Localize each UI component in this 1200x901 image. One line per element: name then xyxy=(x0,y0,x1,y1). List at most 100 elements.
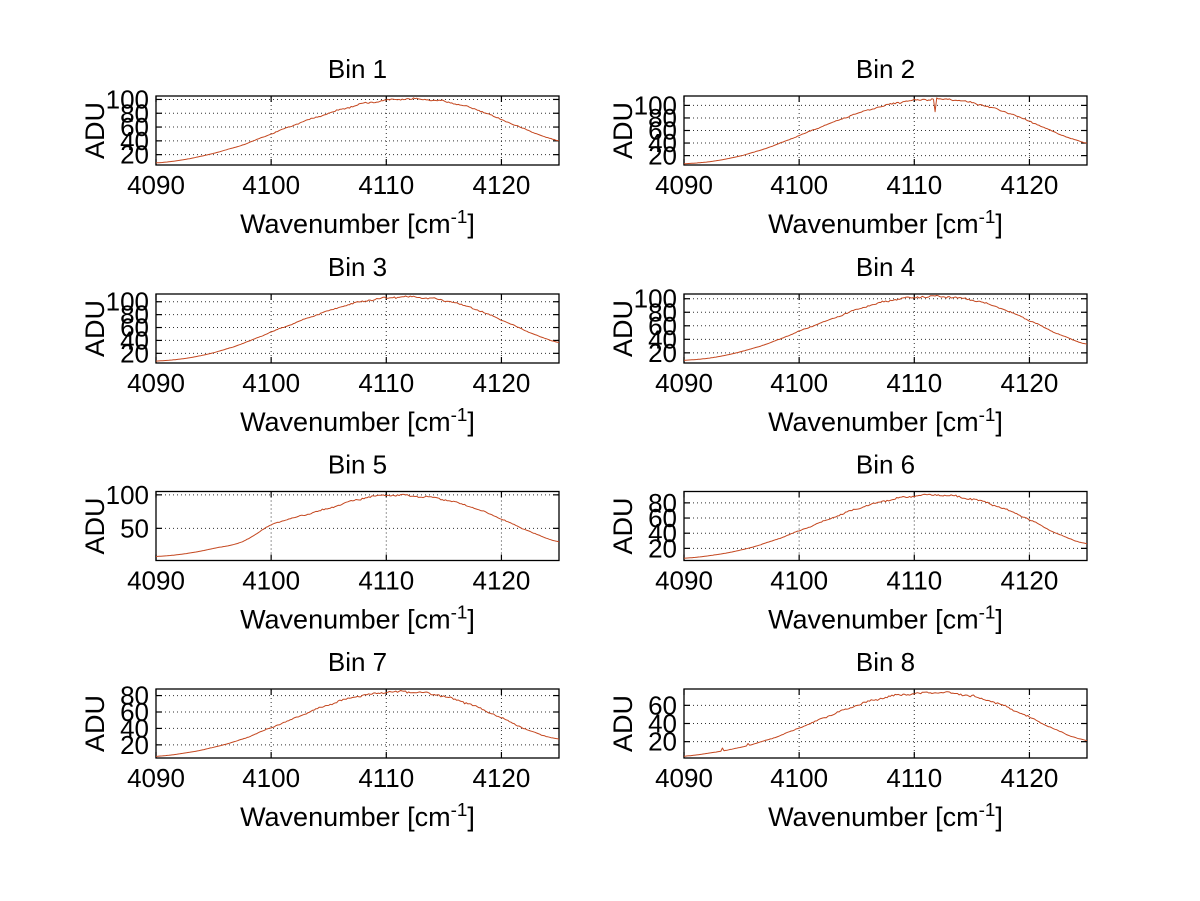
y-tick-label: 60 xyxy=(648,116,677,146)
x-tick-label: 4110 xyxy=(886,368,942,398)
x-axis-label: Wavenumber [cm-1] xyxy=(240,602,475,635)
plot-box xyxy=(683,490,1088,562)
y-tick-label: 40 xyxy=(120,126,149,156)
x-tick-label: 4110 xyxy=(358,763,414,793)
plot-box xyxy=(683,95,1088,166)
y-tick-label: 40 xyxy=(648,128,677,158)
subplot-title: Bin 4 xyxy=(856,252,915,282)
x-axis-label-main: Wavenumber [cm xyxy=(768,802,979,832)
x-axis-label-main: Wavenumber [cm xyxy=(768,209,979,239)
y-tick-label: 100 xyxy=(106,84,149,114)
spectrum-line xyxy=(683,493,1088,559)
y-tick-label: 40 xyxy=(648,324,677,354)
x-axis-label-sup: -1 xyxy=(979,602,996,623)
subplot-title: Bin 8 xyxy=(856,647,915,677)
subplot-title: Bin 7 xyxy=(328,647,387,677)
x-axis-label: Wavenumber [cm-1] xyxy=(768,405,1003,438)
y-axis-label: ADU xyxy=(608,497,638,554)
x-tick-label: 4110 xyxy=(358,368,414,398)
x-tick-label: 4090 xyxy=(655,170,713,200)
x-tick-label: 4120 xyxy=(1001,368,1059,398)
spectrum-line xyxy=(683,691,1088,757)
subplot-title: Bin 1 xyxy=(328,54,387,84)
spectrum-line xyxy=(683,294,1088,361)
y-tick-label: 60 xyxy=(120,313,149,343)
x-axis-label-sup: -1 xyxy=(451,207,468,228)
x-tick-label: 4090 xyxy=(655,763,713,793)
x-tick-label: 4110 xyxy=(358,170,414,200)
x-axis-label-end: ] xyxy=(995,209,1003,239)
y-tick-label: 60 xyxy=(648,503,677,533)
y-axis-label: ADU xyxy=(80,695,110,752)
spectrum-line xyxy=(155,493,560,557)
y-tick-label: 100 xyxy=(634,284,677,314)
x-axis-label: Wavenumber [cm-1] xyxy=(240,405,475,438)
plot-box xyxy=(683,688,1088,759)
x-tick-label: 4090 xyxy=(655,368,713,398)
x-tick-label: 4100 xyxy=(770,368,828,398)
y-tick-label: 60 xyxy=(648,311,677,341)
y-tick-label: 20 xyxy=(648,727,677,757)
x-tick-label: 4120 xyxy=(1001,170,1059,200)
x-axis-label-end: ] xyxy=(467,407,475,437)
y-tick-label: 80 xyxy=(648,488,677,518)
y-axis-label: ADU xyxy=(608,300,638,357)
y-tick-label: 80 xyxy=(648,297,677,327)
x-axis-label-main: Wavenumber [cm xyxy=(768,407,979,437)
y-tick-label: 50 xyxy=(120,513,149,543)
plot-box xyxy=(683,293,1088,364)
x-tick-label: 4100 xyxy=(242,368,300,398)
subplot-title: Bin 2 xyxy=(856,54,915,84)
plot-box xyxy=(155,293,560,364)
y-tick-label: 40 xyxy=(120,713,149,743)
y-tick-label: 40 xyxy=(648,518,677,548)
x-axis-label-main: Wavenumber [cm xyxy=(240,605,451,635)
y-tick-label: 20 xyxy=(120,730,149,760)
x-tick-label: 4100 xyxy=(770,763,828,793)
y-tick-label: 80 xyxy=(120,300,149,330)
x-tick-label: 4090 xyxy=(127,566,185,596)
spectrum-line xyxy=(155,690,560,757)
subplot-title: Bin 6 xyxy=(856,450,915,480)
y-tick-label: 100 xyxy=(634,90,677,120)
y-tick-label: 60 xyxy=(120,112,149,142)
plot-box xyxy=(155,688,560,759)
x-axis-label-main: Wavenumber [cm xyxy=(240,209,451,239)
subplot-title: Bin 3 xyxy=(328,252,387,282)
x-axis-label-end: ] xyxy=(995,802,1003,832)
x-axis-label-main: Wavenumber [cm xyxy=(240,802,451,832)
x-tick-label: 4120 xyxy=(473,170,531,200)
x-axis-label-main: Wavenumber [cm xyxy=(240,407,451,437)
x-axis-label-end: ] xyxy=(467,802,475,832)
x-axis-label-sup: -1 xyxy=(451,602,468,623)
plot-box xyxy=(155,95,560,166)
x-axis-label-end: ] xyxy=(467,605,475,635)
y-axis-label: ADU xyxy=(80,300,110,357)
x-axis-label: Wavenumber [cm-1] xyxy=(240,207,475,240)
x-axis-label: Wavenumber [cm-1] xyxy=(768,800,1003,833)
x-tick-label: 4100 xyxy=(770,170,828,200)
x-axis-label-sup: -1 xyxy=(451,405,468,426)
x-axis-label: Wavenumber [cm-1] xyxy=(240,800,475,833)
x-tick-label: 4100 xyxy=(242,566,300,596)
plot-box xyxy=(155,490,560,562)
subplot-title: Bin 5 xyxy=(328,450,387,480)
y-tick-label: 40 xyxy=(120,325,149,355)
x-axis-label: Wavenumber [cm-1] xyxy=(768,207,1003,240)
x-tick-label: 4100 xyxy=(770,566,828,596)
y-tick-label: 20 xyxy=(120,140,149,170)
x-axis-label-sup: -1 xyxy=(979,405,996,426)
x-axis-label-end: ] xyxy=(467,209,475,239)
spectrum-line xyxy=(684,97,1088,165)
y-tick-label: 20 xyxy=(648,533,677,563)
spectrum-line xyxy=(155,295,560,362)
x-axis-label-sup: -1 xyxy=(979,800,996,821)
